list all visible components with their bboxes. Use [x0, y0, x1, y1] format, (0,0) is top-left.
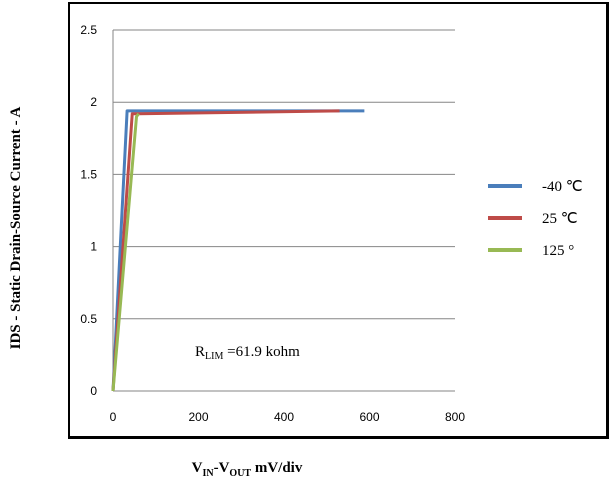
y-tick-label: 0: [90, 384, 97, 398]
x-tick-label: 800: [445, 410, 465, 424]
y-tick-label: 1: [90, 240, 97, 254]
y-tick-label: 1.5: [80, 167, 97, 181]
y-axis-title: IDS - Static Drain-Source Current - A: [8, 106, 24, 349]
chart-frame: [68, 2, 609, 439]
x-tick-label: 400: [274, 410, 294, 424]
y-tick-label: 2.5: [80, 23, 97, 37]
gridlines: [113, 29, 455, 320]
x-tick-label: 600: [359, 410, 379, 424]
legend-label-1: 25 ℃: [542, 211, 578, 227]
x-axis-title: VIN-VOUT mV/div: [192, 460, 303, 479]
y-tick-label: 2: [90, 95, 97, 109]
y-tick-label: 0.5: [80, 312, 97, 326]
x-tick-label: 200: [188, 410, 208, 424]
series-line-1: [111, 109, 340, 392]
legend-label-2: 125 °: [542, 243, 574, 259]
series-line-2: [111, 112, 140, 392]
legend-label-0: -40 ℃: [542, 179, 583, 195]
rlim-annotation: RLIM =61.9 kohm: [195, 344, 300, 362]
x-tick-label: 0: [110, 410, 117, 424]
